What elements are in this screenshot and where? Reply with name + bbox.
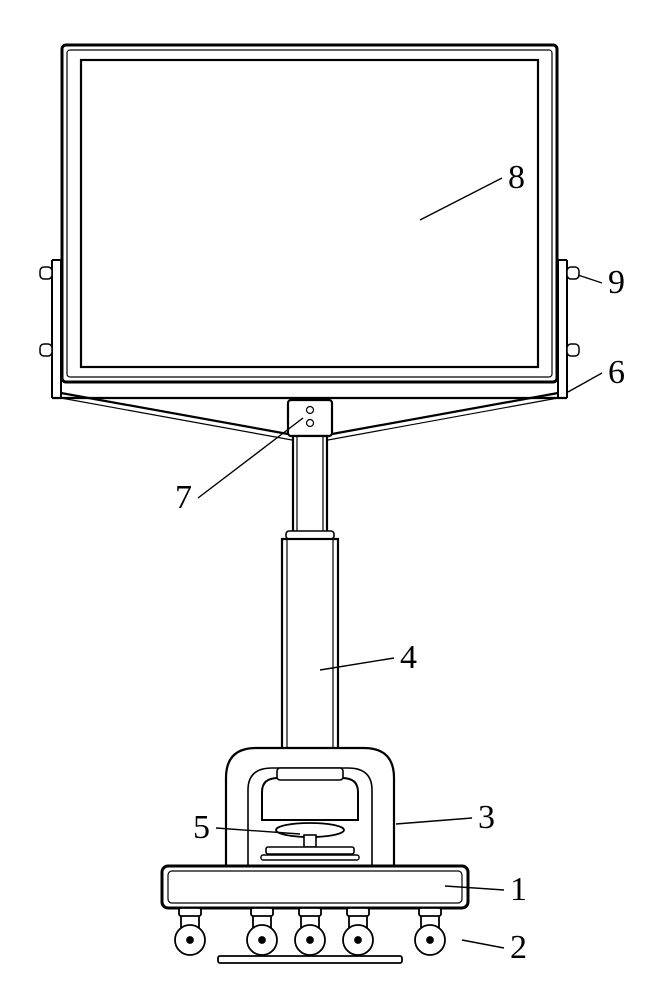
- leader-7: [198, 418, 303, 498]
- screen-inner: [81, 60, 538, 367]
- leader-8: [420, 178, 502, 220]
- caster-2: [247, 908, 277, 955]
- caster-3: [295, 908, 325, 955]
- column-upper: [293, 436, 327, 535]
- leader-9: [578, 275, 602, 283]
- screen-outer: [62, 45, 557, 382]
- column-lower: [282, 539, 338, 768]
- label-4: 4: [400, 639, 417, 676]
- label-9: 9: [608, 264, 625, 301]
- svg-root: 1 2 3 4 5 6 7 8 9: [0, 0, 665, 1000]
- base-plate: [162, 866, 468, 908]
- bracket-left: [52, 260, 61, 398]
- leader-6: [568, 373, 602, 392]
- label-2: 2: [510, 929, 527, 966]
- label-3: 3: [478, 799, 495, 836]
- caster-4: [343, 908, 373, 955]
- hub: [288, 400, 332, 436]
- label-5: 5: [193, 809, 210, 846]
- column-collar: [286, 531, 334, 539]
- leader-2: [462, 940, 504, 948]
- leader-3: [396, 818, 472, 824]
- screen-outer-inner-line: [67, 50, 552, 377]
- caster-1: [175, 908, 205, 955]
- casters: [175, 908, 445, 963]
- pins: [40, 267, 579, 356]
- label-1: 1: [510, 871, 527, 908]
- diagram-canvas: 1 2 3 4 5 6 7 8 9: [0, 0, 665, 1000]
- caster-link-bar: [218, 956, 402, 963]
- caster-5: [415, 908, 445, 955]
- label-7: 7: [175, 479, 192, 516]
- bracket-right: [558, 260, 567, 398]
- label-8: 8: [508, 159, 525, 196]
- label-6: 6: [608, 354, 625, 391]
